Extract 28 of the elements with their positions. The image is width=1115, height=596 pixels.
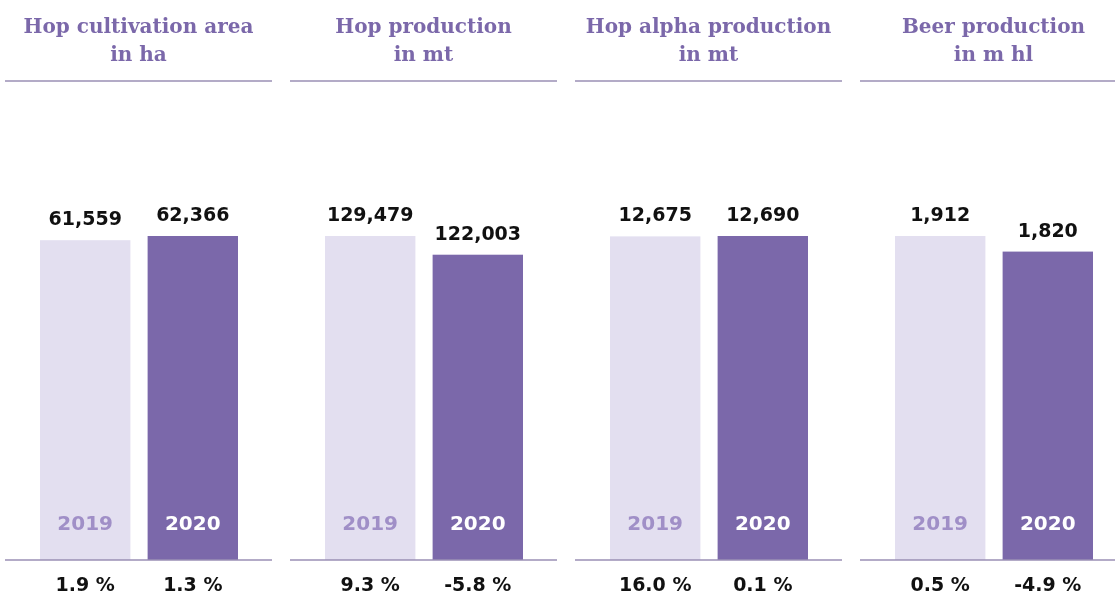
chart-title: Hop cultivation area in ha <box>23 14 254 66</box>
data-label: 12,675 <box>618 203 692 226</box>
x-tick-label: 2020 <box>449 511 506 535</box>
x-tick-label: 2019 <box>912 511 969 535</box>
text: -4.9 % <box>1014 573 1082 595</box>
text: 1.3 % <box>163 573 223 595</box>
text: 1.9 % <box>55 573 115 595</box>
text: 0.5 % <box>910 573 970 595</box>
data-label: 1,912 <box>910 203 971 225</box>
data-label: 122,003 <box>434 221 522 244</box>
x-tick-label: 2020 <box>734 511 791 535</box>
text: 0.1 % <box>733 573 793 595</box>
text: -5.8 % <box>444 573 512 595</box>
data-label: 62,366 <box>156 203 230 225</box>
x-tick-label: 2019 <box>627 511 684 535</box>
x-tick-label: 2020 <box>164 511 221 535</box>
x-tick-label: 2019 <box>342 511 399 535</box>
chart-title: Hop production in mt <box>335 14 513 66</box>
x-tick-label: 2020 <box>1019 511 1076 535</box>
data-label: 12,690 <box>726 203 800 225</box>
chart-title: Hop alpha production in mt <box>585 14 832 66</box>
data-label: 61,559 <box>48 207 122 230</box>
data-label: 129,479 <box>326 203 414 225</box>
text: 16.0 % <box>618 573 692 595</box>
x-tick-label: 2019 <box>57 511 114 535</box>
chart-title: Beer production in m hl <box>901 14 1086 66</box>
text: 9.3 % <box>340 573 400 595</box>
data-label: 1,820 <box>1017 218 1078 241</box>
